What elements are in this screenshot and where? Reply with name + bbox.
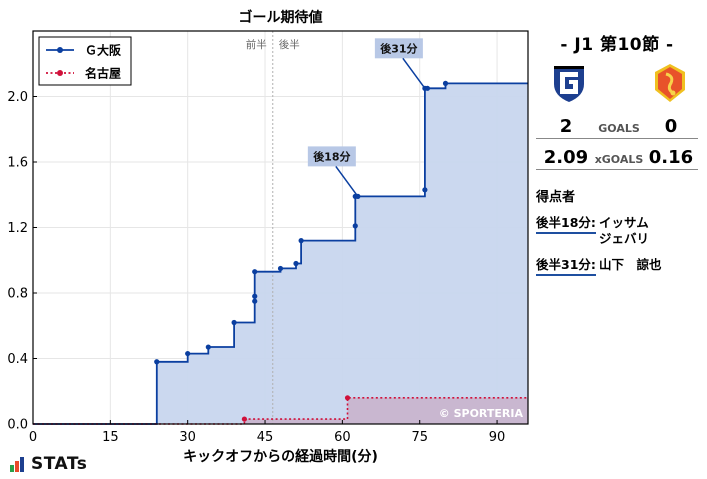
series-point [352,223,358,229]
y-tick-label: 1.2 [7,221,28,236]
legend-label: 名古屋 [85,66,121,81]
halftime-label-second: 後半 [279,38,300,51]
xgoals-label: xGOALS [594,153,644,166]
series-point [252,293,258,299]
away-xg: 0.16 [648,147,694,168]
legend-marker [57,47,63,53]
match-title: - J1 第10節 - [560,35,674,55]
x-tick-label: 0 [29,430,37,445]
series-point [442,80,449,86]
scorer-name-line2: ジェバリ [599,231,650,246]
series-point [185,350,191,357]
y-tick-label: 0.4 [7,352,28,367]
legend-label: Ｇ大阪 [85,43,122,58]
series-point [293,260,299,267]
series-area [33,83,528,425]
scorer-entry: 後半18分: イッサム ジェバリ [536,212,649,246]
x-axis-label: キックオフからの経過時間(分) [183,448,378,465]
x-tick-label: 75 [411,430,428,445]
annotation-pointer [335,165,359,197]
scorer-time: 後半31分: [536,254,596,276]
series-line [33,82,528,425]
annotation-pointer [402,57,426,89]
series-point [344,395,351,401]
series-point [241,416,248,422]
y-tick-label: 0.0 [7,418,28,433]
divider [536,169,698,170]
series-point [422,187,428,193]
series-point [298,238,304,244]
scorer-time: 後半18分: [536,212,596,234]
divider [536,138,698,139]
goals-label: GOALS [598,122,640,135]
annotation-label: 後31分 [380,41,417,55]
series-point [231,319,237,326]
home-xg: 2.09 [543,147,589,168]
legend-box [38,36,132,86]
scorer-name: 山下 諒也 [599,257,662,272]
annotation-box [307,146,356,167]
chart-title: ゴール期待値 [239,9,323,26]
x-tick-label: 45 [257,430,274,445]
scorers-heading: 得点者 [536,190,576,205]
x-tick-label: 90 [489,430,506,445]
series-area [33,397,528,424]
watermark: © SPORTERIA [439,407,524,420]
x-tick-label: 30 [179,430,196,445]
scorer-name: イッサム [599,215,649,230]
away-goals: 0 [664,116,678,137]
halftime-label-first: 前半 [246,38,267,51]
y-tick-label: 2.0 [7,90,28,105]
legend-marker [57,70,63,76]
xgoals-row: 2.09 xGOALS 0.16 [536,147,698,173]
series-point [154,359,160,365]
x-tick-label: 60 [334,430,351,445]
series-point [424,85,431,91]
x-tick-label: 15 [102,430,119,445]
away-team-crest-icon [655,64,685,102]
goals-row: 2 GOALS 0 [536,116,698,142]
home-team-crest-icon [554,66,584,102]
annotation-box [374,38,423,59]
series-point [277,265,284,272]
stats-brand-text: STATs [31,454,88,474]
home-goals: 2 [559,116,573,137]
y-tick-label: 1.6 [7,156,28,171]
series-point [252,269,258,275]
annotation-label: 後18分 [313,149,350,163]
y-tick-label: 0.8 [7,287,28,302]
series-point [205,344,211,350]
series-point [252,298,258,304]
scorer-entry: 後半31分: 山下 諒也 [536,254,662,276]
